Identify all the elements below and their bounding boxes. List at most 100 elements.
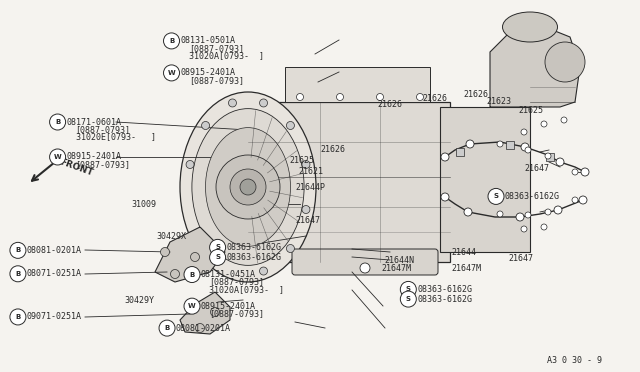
- Circle shape: [521, 226, 527, 232]
- Circle shape: [184, 266, 200, 283]
- FancyBboxPatch shape: [506, 141, 514, 149]
- Text: 21647: 21647: [296, 216, 321, 225]
- Circle shape: [554, 206, 562, 214]
- Circle shape: [516, 213, 524, 221]
- Text: [0887-0793]: [0887-0793]: [76, 160, 131, 169]
- Text: 08131-0451A: 08131-0451A: [201, 270, 256, 279]
- Circle shape: [202, 122, 209, 129]
- PathPatch shape: [180, 292, 230, 334]
- Text: 21626: 21626: [422, 94, 447, 103]
- Circle shape: [228, 99, 236, 107]
- Text: B: B: [15, 314, 20, 320]
- Text: 21623: 21623: [486, 97, 511, 106]
- Text: 08131-0501A: 08131-0501A: [180, 36, 236, 45]
- Text: S: S: [215, 244, 220, 250]
- Circle shape: [186, 160, 194, 169]
- Text: W: W: [188, 303, 196, 309]
- Text: 21647M: 21647M: [381, 264, 412, 273]
- Circle shape: [497, 211, 503, 217]
- Text: 08915-2401A: 08915-2401A: [180, 68, 236, 77]
- FancyBboxPatch shape: [285, 67, 430, 102]
- Text: 08081-0201A: 08081-0201A: [27, 246, 82, 255]
- Circle shape: [210, 249, 226, 266]
- Circle shape: [525, 147, 531, 153]
- Text: W: W: [168, 70, 175, 76]
- Text: 21626: 21626: [320, 145, 345, 154]
- Circle shape: [302, 160, 310, 169]
- Circle shape: [579, 196, 587, 204]
- Circle shape: [561, 117, 567, 123]
- Circle shape: [497, 141, 503, 147]
- FancyBboxPatch shape: [292, 249, 438, 275]
- Circle shape: [287, 244, 294, 253]
- Circle shape: [541, 121, 547, 127]
- Text: S: S: [215, 254, 220, 260]
- Text: 21626: 21626: [463, 90, 488, 99]
- Circle shape: [188, 302, 196, 311]
- Circle shape: [302, 205, 310, 214]
- Text: A3 0 30 - 9: A3 0 30 - 9: [547, 356, 602, 365]
- Circle shape: [210, 239, 226, 256]
- Text: 21621: 21621: [299, 167, 324, 176]
- Text: 21625: 21625: [289, 156, 314, 165]
- Text: B: B: [15, 271, 20, 277]
- Circle shape: [545, 42, 585, 82]
- Circle shape: [337, 93, 344, 100]
- FancyBboxPatch shape: [456, 148, 464, 156]
- Text: 31009: 31009: [132, 200, 157, 209]
- Circle shape: [488, 188, 504, 205]
- Circle shape: [360, 263, 370, 273]
- Circle shape: [441, 193, 449, 201]
- Text: 21647: 21647: [525, 164, 550, 173]
- Circle shape: [216, 155, 280, 219]
- Circle shape: [50, 149, 65, 165]
- Text: S: S: [493, 193, 499, 199]
- Text: 31020A[0793-  ]: 31020A[0793- ]: [189, 51, 264, 60]
- Text: 08915-2401A: 08915-2401A: [67, 153, 122, 161]
- Circle shape: [164, 65, 179, 81]
- Text: [0887-0793]: [0887-0793]: [189, 44, 244, 53]
- Text: S: S: [406, 286, 411, 292]
- Text: 21647: 21647: [509, 254, 534, 263]
- Text: 30429Y: 30429Y: [125, 296, 155, 305]
- Text: 21625: 21625: [518, 106, 543, 115]
- Circle shape: [401, 281, 417, 298]
- Circle shape: [50, 114, 65, 130]
- FancyBboxPatch shape: [440, 107, 530, 252]
- PathPatch shape: [155, 227, 225, 282]
- FancyBboxPatch shape: [248, 102, 450, 262]
- Text: B: B: [189, 272, 195, 278]
- Circle shape: [159, 320, 175, 336]
- Circle shape: [240, 179, 256, 195]
- Text: 21626: 21626: [378, 100, 403, 109]
- FancyBboxPatch shape: [546, 153, 554, 161]
- Circle shape: [572, 197, 578, 203]
- Text: 30429X: 30429X: [157, 232, 187, 241]
- Ellipse shape: [192, 109, 304, 265]
- Text: [0887-0793]: [0887-0793]: [76, 125, 131, 134]
- Circle shape: [211, 308, 220, 317]
- Text: S: S: [406, 296, 411, 302]
- Text: [0887-0793]: [0887-0793]: [209, 278, 264, 286]
- Circle shape: [581, 168, 589, 176]
- Circle shape: [230, 169, 266, 205]
- Circle shape: [260, 99, 268, 107]
- Text: B: B: [55, 119, 60, 125]
- Ellipse shape: [502, 12, 557, 42]
- Circle shape: [541, 224, 547, 230]
- Text: [0887-0793]: [0887-0793]: [189, 76, 244, 85]
- Text: 08171-0601A: 08171-0601A: [67, 118, 122, 126]
- Text: 21647M: 21647M: [452, 264, 482, 273]
- Text: [0887-0793]: [0887-0793]: [209, 309, 264, 318]
- Circle shape: [10, 242, 26, 259]
- Circle shape: [170, 269, 179, 279]
- Circle shape: [417, 93, 424, 100]
- Ellipse shape: [205, 128, 291, 246]
- Circle shape: [464, 208, 472, 216]
- Circle shape: [164, 33, 179, 49]
- Circle shape: [545, 209, 551, 215]
- Text: FRONT: FRONT: [58, 158, 93, 178]
- Text: 08363-6162G: 08363-6162G: [227, 253, 282, 262]
- Circle shape: [466, 140, 474, 148]
- Text: 21644: 21644: [452, 248, 477, 257]
